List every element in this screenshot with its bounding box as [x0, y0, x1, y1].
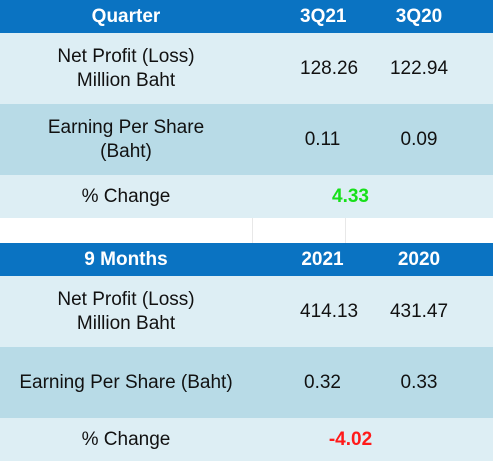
spacer-cell	[0, 218, 252, 243]
spacer-cell	[251, 218, 345, 243]
nine-month-eps-label: Earning Per Share (Baht)	[0, 347, 252, 418]
nine-month-header-row: 9 Months 2021 2020	[0, 243, 493, 276]
nine-month-eps-2021: 0.32	[252, 347, 345, 418]
quarter-net-profit-row: Net Profit (Loss) Million Baht 128.26 12…	[0, 33, 493, 104]
quarter-header-3q20: 3Q20	[345, 0, 493, 33]
nine-month-eps-2020: 0.33	[345, 347, 493, 418]
nine-month-net-profit-2021: 414.13	[252, 276, 358, 347]
quarter-eps-row: Earning Per Share (Baht) 0.11 0.09	[0, 104, 493, 175]
nine-month-header-label: 9 Months	[0, 243, 252, 276]
quarter-net-profit-3q21: 128.26	[252, 33, 358, 104]
quarter-header-row: Quarter 3Q21 3Q20	[0, 0, 493, 33]
quarter-change-row: % Change 4.33	[0, 175, 493, 218]
quarter-eps-3q21: 0.11	[252, 104, 345, 175]
nine-month-net-profit-label: Net Profit (Loss) Million Baht	[0, 276, 252, 347]
section-spacer-row	[0, 218, 493, 243]
quarter-eps-3q20: 0.09	[345, 104, 493, 175]
nine-month-change-label: % Change	[0, 418, 252, 461]
quarter-header-3q21: 3Q21	[252, 0, 346, 33]
nine-month-change-number: -4.02	[328, 428, 373, 450]
nine-month-net-profit-2020: 431.47	[345, 276, 493, 347]
quarter-change-value: 4.33	[252, 175, 493, 218]
nine-month-eps-row: Earning Per Share (Baht) 0.32 0.33	[0, 347, 493, 418]
quarter-change-label: % Change	[0, 175, 252, 218]
nine-month-header-2020: 2020	[345, 243, 493, 276]
quarter-eps-label-line1: Earning Per Share	[47, 116, 205, 138]
quarter-net-profit-label-line2: Million Baht	[76, 69, 176, 91]
quarter-eps-label-line2: (Baht)	[100, 140, 152, 162]
quarter-net-profit-3q20: 122.94	[345, 33, 493, 104]
quarter-header-label: Quarter	[0, 0, 252, 33]
quarter-change-number: 4.33	[332, 185, 369, 207]
nine-month-net-profit-row: Net Profit (Loss) Million Baht 414.13 43…	[0, 276, 493, 347]
nine-month-net-profit-label-line1: Net Profit (Loss)	[57, 288, 195, 310]
nine-month-change-row: % Change -4.02	[0, 418, 493, 461]
quarter-net-profit-label: Net Profit (Loss) Million Baht	[0, 33, 252, 104]
nine-month-net-profit-label-line2: Million Baht	[76, 312, 176, 334]
nine-month-change-value: -4.02	[252, 418, 493, 461]
spacer-cell	[344, 218, 493, 243]
quarter-net-profit-label-line1: Net Profit (Loss)	[57, 45, 195, 67]
quarter-eps-label: Earning Per Share (Baht)	[0, 104, 252, 175]
nine-month-header-2021: 2021	[252, 243, 345, 276]
